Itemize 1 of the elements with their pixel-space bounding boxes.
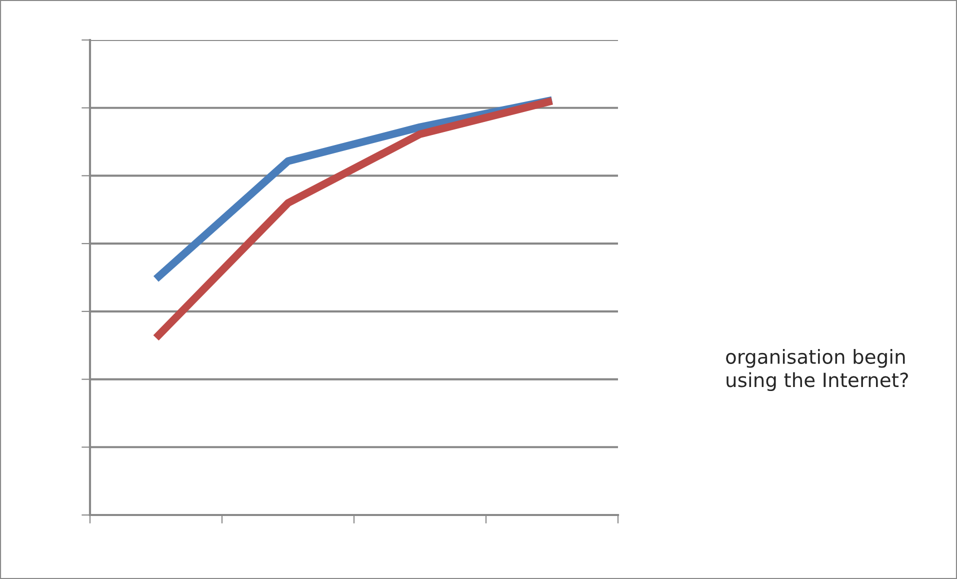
text: organisation begin using the Internet? <box>726 348 908 392</box>
